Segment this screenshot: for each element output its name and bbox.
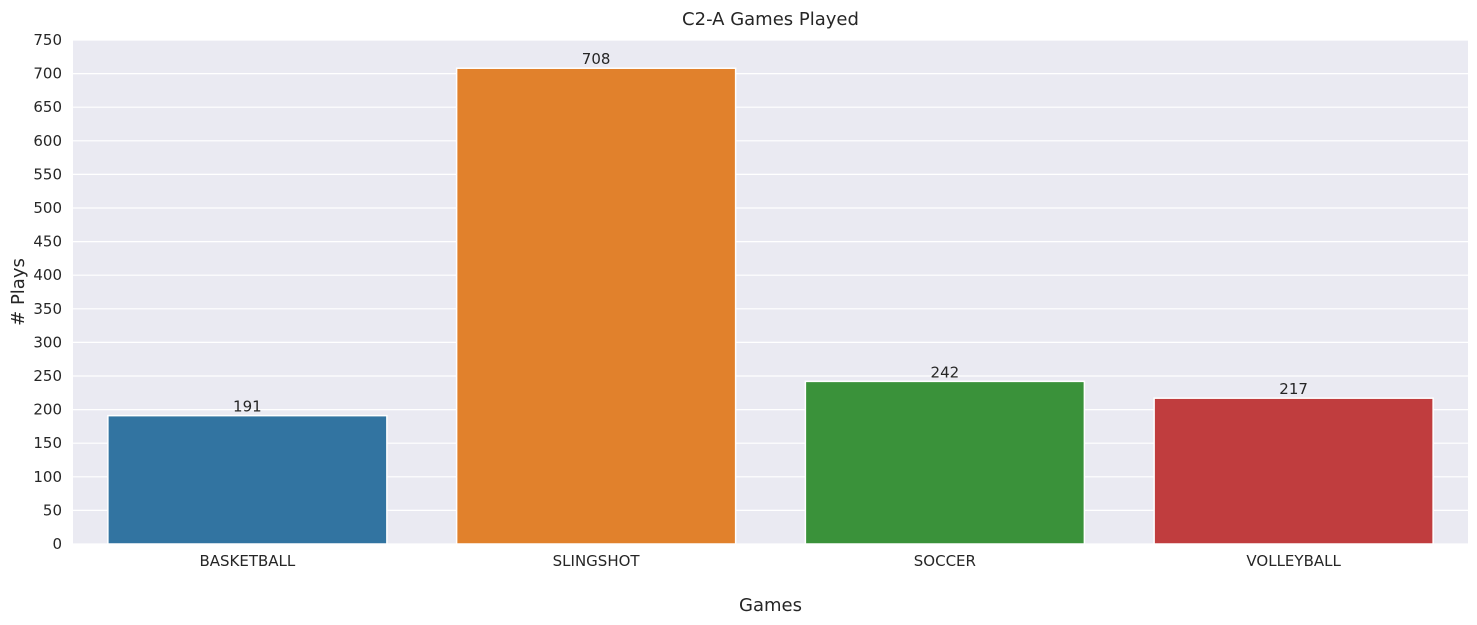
y-tick-label: 600: [33, 132, 62, 150]
data-label-slingshot: 708: [582, 50, 611, 68]
x-tick-label-slingshot: SLINGSHOT: [553, 552, 641, 570]
x-tick-label-basketball: BASKETBALL: [199, 552, 295, 570]
data-label-basketball: 191: [233, 398, 262, 416]
y-tick-label: 750: [33, 31, 62, 49]
x-tick-label-volleyball: VOLLEYBALL: [1246, 552, 1341, 570]
y-tick-label: 650: [33, 98, 62, 116]
y-tick-label: 400: [33, 266, 62, 284]
bar-volleyball: [1153, 397, 1434, 545]
data-label-soccer: 242: [931, 363, 960, 381]
x-axis-ticks: BASKETBALL SLINGSHOT SOCCER VOLLEYBALL: [199, 552, 1341, 570]
chart-title: C2-A Games Played: [682, 9, 859, 30]
bar-soccer: [804, 380, 1086, 545]
y-tick-label: 100: [33, 468, 62, 486]
y-tick-label: 500: [33, 199, 62, 217]
bar-basketball: [107, 414, 388, 545]
y-tick-label: 700: [33, 65, 62, 83]
y-tick-label: 200: [33, 401, 62, 419]
y-tick-label: 250: [33, 367, 62, 385]
y-tick-label: 350: [33, 300, 62, 318]
x-tick-label-soccer: SOCCER: [914, 552, 976, 570]
y-tick-label: 450: [33, 233, 62, 251]
data-label-volleyball: 217: [1279, 380, 1308, 398]
y-tick-label: 50: [43, 501, 62, 519]
y-axis-label: # Plays: [8, 258, 29, 326]
bars: [107, 67, 1434, 545]
y-tick-label: 0: [52, 535, 62, 553]
y-tick-label: 300: [33, 333, 62, 351]
data-labels: 191 708 242 217: [233, 50, 1308, 415]
x-axis-label: Games: [739, 595, 802, 616]
bar-slingshot: [455, 67, 737, 545]
y-tick-label: 550: [33, 165, 62, 183]
y-axis-ticks: 0 50 100 150 200 250 300 350 400 450 500 550 600 650 7…: [33, 31, 62, 553]
y-tick-label: 150: [33, 434, 62, 452]
